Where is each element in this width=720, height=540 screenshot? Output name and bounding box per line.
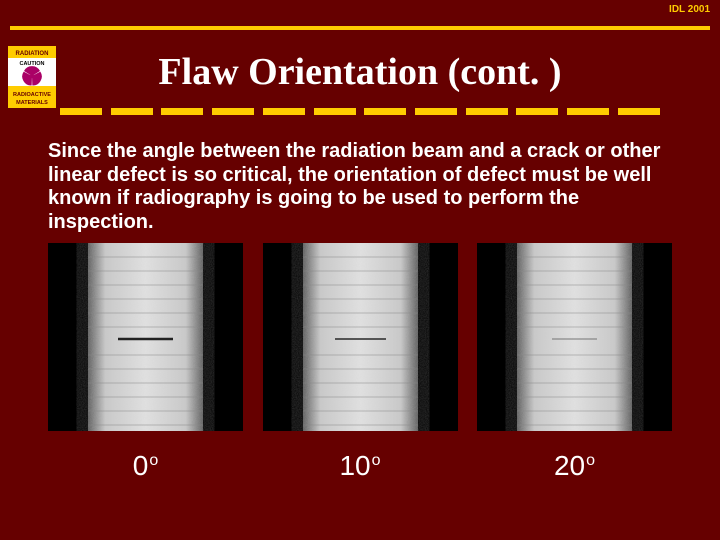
angle-label-20: 20o [477, 450, 672, 482]
body-text: Since the angle between the radiation be… [48, 140, 672, 234]
corner-label: IDL 2001 [669, 4, 710, 15]
title-underline [60, 108, 660, 116]
svg-text:MATERIALS: MATERIALS [16, 100, 48, 106]
top-rule [10, 26, 710, 30]
radiograph-row [48, 243, 672, 431]
slide-title: Flaw Orientation (cont. ) [0, 50, 720, 94]
radiograph-20deg [477, 243, 672, 431]
angle-label-0: 0o [48, 450, 243, 482]
radiograph-10deg [263, 243, 458, 431]
angle-label-10: 10o [263, 450, 458, 482]
radiograph-0deg [48, 243, 243, 431]
angle-labels-row: 0o 10o 20o [48, 450, 672, 482]
